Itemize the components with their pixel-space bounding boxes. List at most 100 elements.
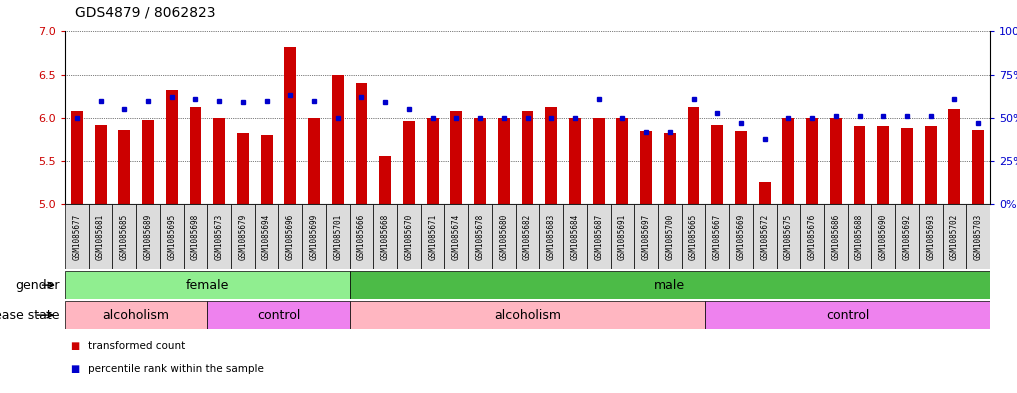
Bar	[207, 204, 231, 269]
Text: GSM1085688: GSM1085688	[855, 213, 864, 260]
Text: GSM1085673: GSM1085673	[215, 213, 224, 260]
Text: alcoholism: alcoholism	[494, 309, 561, 321]
Bar	[687, 107, 700, 204]
Bar	[949, 109, 960, 204]
Bar	[706, 301, 990, 329]
Text: GSM1085697: GSM1085697	[642, 213, 651, 260]
Bar	[207, 301, 350, 329]
Bar	[853, 127, 865, 204]
Text: GSM1085684: GSM1085684	[571, 213, 580, 260]
Bar	[706, 204, 729, 269]
Text: GSM1085674: GSM1085674	[452, 213, 461, 260]
Bar	[136, 204, 160, 269]
Bar	[966, 204, 990, 269]
Bar	[782, 118, 794, 204]
Bar	[924, 127, 937, 204]
Text: GSM1085666: GSM1085666	[357, 213, 366, 260]
Bar	[759, 182, 771, 204]
Text: GSM1085679: GSM1085679	[238, 213, 247, 260]
Bar	[356, 83, 367, 204]
Text: GSM1085701: GSM1085701	[334, 213, 343, 260]
Text: GSM1085677: GSM1085677	[72, 213, 81, 260]
Text: GSM1085693: GSM1085693	[926, 213, 936, 260]
Bar	[972, 130, 984, 204]
Text: control: control	[826, 309, 870, 321]
Text: ■: ■	[70, 341, 79, 351]
Bar	[806, 118, 818, 204]
Bar	[142, 119, 154, 204]
Bar	[403, 121, 415, 204]
Bar	[616, 118, 629, 204]
Text: GSM1085703: GSM1085703	[973, 213, 982, 260]
Bar	[332, 75, 344, 204]
Bar	[563, 204, 587, 269]
Text: male: male	[654, 279, 685, 292]
Text: GSM1085678: GSM1085678	[476, 213, 484, 260]
Bar	[302, 204, 325, 269]
Bar	[635, 204, 658, 269]
Bar	[777, 204, 800, 269]
Text: GSM1085670: GSM1085670	[405, 213, 413, 260]
Text: GSM1085694: GSM1085694	[262, 213, 272, 260]
Bar	[610, 204, 635, 269]
Bar	[658, 204, 681, 269]
Bar	[848, 204, 872, 269]
Bar	[474, 118, 486, 204]
Bar	[88, 204, 113, 269]
Bar	[753, 204, 777, 269]
Bar	[65, 271, 350, 299]
Bar	[830, 118, 842, 204]
Bar	[539, 204, 563, 269]
Bar	[895, 204, 918, 269]
Text: GSM1085687: GSM1085687	[594, 213, 603, 260]
Bar	[285, 47, 296, 204]
Text: GSM1085669: GSM1085669	[736, 213, 745, 260]
Text: GSM1085667: GSM1085667	[713, 213, 722, 260]
Bar	[350, 204, 373, 269]
Bar	[824, 204, 848, 269]
Bar	[231, 204, 254, 269]
Bar	[65, 204, 88, 269]
Text: GSM1085686: GSM1085686	[831, 213, 840, 260]
Text: control: control	[256, 309, 300, 321]
Bar	[189, 107, 201, 204]
Bar	[587, 204, 610, 269]
Text: GSM1085681: GSM1085681	[96, 213, 105, 260]
Text: GSM1085682: GSM1085682	[523, 213, 532, 260]
Text: transformed count: transformed count	[88, 341, 186, 351]
Bar	[878, 127, 889, 204]
Text: GSM1085702: GSM1085702	[950, 213, 959, 260]
Bar	[681, 204, 706, 269]
Text: GSM1085691: GSM1085691	[618, 213, 626, 260]
Text: GSM1085698: GSM1085698	[191, 213, 200, 260]
Text: GSM1085696: GSM1085696	[286, 213, 295, 260]
Bar	[71, 111, 82, 204]
Bar	[113, 204, 136, 269]
Bar	[800, 204, 824, 269]
Bar	[427, 118, 438, 204]
Text: disease state: disease state	[0, 309, 60, 321]
Bar	[379, 156, 392, 204]
Text: GSM1085665: GSM1085665	[690, 213, 698, 260]
Bar	[569, 118, 581, 204]
Bar	[254, 204, 279, 269]
Bar	[492, 204, 516, 269]
Text: female: female	[186, 279, 229, 292]
Text: GSM1085672: GSM1085672	[760, 213, 769, 260]
Bar	[735, 131, 746, 204]
Text: GSM1085676: GSM1085676	[807, 213, 817, 260]
Bar	[260, 135, 273, 204]
Bar	[451, 111, 463, 204]
Bar	[640, 131, 652, 204]
Bar	[918, 204, 943, 269]
Bar	[184, 204, 207, 269]
Bar	[118, 130, 130, 204]
Bar	[444, 204, 468, 269]
Bar	[95, 125, 107, 204]
Text: GSM1085671: GSM1085671	[428, 213, 437, 260]
Bar	[664, 133, 675, 204]
Bar	[593, 118, 604, 204]
Bar	[350, 301, 706, 329]
Bar	[516, 204, 539, 269]
Text: GSM1085690: GSM1085690	[879, 213, 888, 260]
